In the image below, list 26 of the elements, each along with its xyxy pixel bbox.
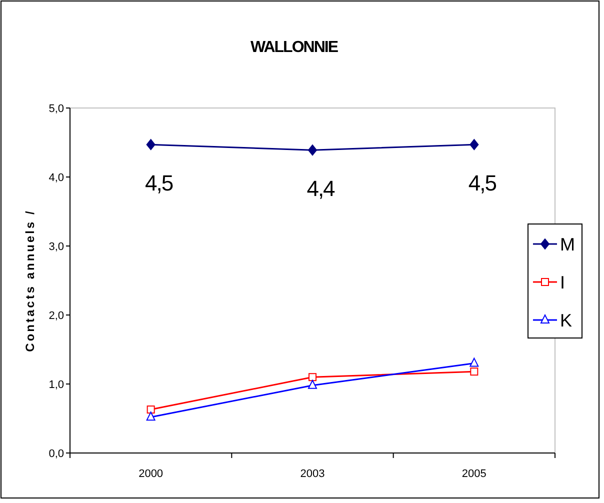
y-tick-label: 3,0 bbox=[48, 240, 64, 253]
x-tick-label: 2005 bbox=[462, 468, 486, 480]
point bbox=[308, 380, 317, 389]
y-tick-label: 2,0 bbox=[48, 310, 64, 322]
y-tick-label: 1,0 bbox=[48, 378, 64, 391]
x-tick-label: 2000 bbox=[138, 468, 164, 480]
point bbox=[308, 373, 316, 382]
point bbox=[470, 358, 479, 367]
point bbox=[470, 368, 478, 376]
x-tick-label: 2003 bbox=[300, 468, 325, 480]
legend-label: M bbox=[560, 234, 575, 254]
point bbox=[146, 412, 156, 421]
data-label: 4,4 bbox=[306, 176, 336, 202]
data-label: 4,5 bbox=[145, 170, 174, 196]
y-tick-label: 4,0 bbox=[48, 172, 64, 184]
point bbox=[308, 144, 317, 156]
y-axis-title: Contacts annuels / bbox=[23, 209, 37, 352]
legend-label: I bbox=[560, 272, 566, 292]
y-tick-label: 5,0 bbox=[48, 102, 64, 115]
point bbox=[146, 139, 156, 150]
point bbox=[470, 139, 479, 150]
chart-title: WALLONNIE bbox=[250, 39, 339, 56]
y-tick-label: 0,0 bbox=[48, 448, 64, 460]
point bbox=[146, 406, 155, 414]
data-label: 4,5 bbox=[468, 170, 497, 196]
legend-label: K bbox=[560, 310, 572, 330]
